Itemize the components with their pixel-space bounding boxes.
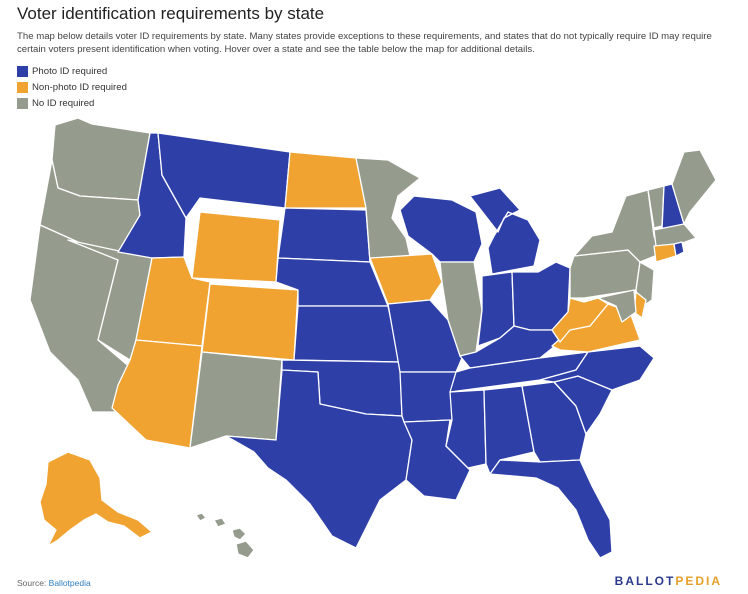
legend-swatch-none bbox=[17, 97, 28, 109]
state-WI[interactable] bbox=[399, 195, 483, 263]
state-MN[interactable] bbox=[355, 157, 421, 263]
source-prefix: Source: bbox=[17, 578, 49, 588]
legend-item-photo: Photo ID required bbox=[17, 63, 127, 79]
map-description: The map below details voter ID requireme… bbox=[17, 31, 712, 55]
state-KS[interactable] bbox=[293, 305, 401, 363]
state-MD[interactable] bbox=[597, 289, 637, 323]
state-LA[interactable] bbox=[403, 419, 471, 501]
state-AK[interactable] bbox=[39, 451, 153, 547]
source-note: Source: Ballotpedia bbox=[17, 578, 91, 588]
legend-item-nonphoto: Non-photo ID required bbox=[17, 79, 127, 95]
logo-text-ballot: BALLOT bbox=[614, 574, 676, 588]
state-MA[interactable] bbox=[653, 223, 697, 247]
state-TX[interactable] bbox=[225, 369, 413, 549]
state-WV[interactable] bbox=[551, 297, 609, 343]
state-SD[interactable] bbox=[277, 207, 371, 263]
legend-label-nonphoto: Non-photo ID required bbox=[32, 81, 127, 93]
legend-label-photo: Photo ID required bbox=[32, 65, 108, 77]
logo-text-pedia: PEDIA bbox=[675, 574, 722, 588]
legend-swatch-photo bbox=[17, 65, 28, 77]
legend-label-none: No ID required bbox=[32, 97, 95, 109]
state-WA[interactable] bbox=[51, 117, 151, 201]
state-NM[interactable] bbox=[189, 351, 283, 449]
state-FL[interactable] bbox=[489, 459, 613, 559]
state-NY[interactable] bbox=[573, 189, 661, 263]
state-HI[interactable] bbox=[195, 512, 255, 559]
source-link[interactable]: Ballotpedia bbox=[48, 578, 91, 588]
page-title: Voter identification requirements by sta… bbox=[17, 4, 325, 23]
us-map bbox=[29, 117, 717, 559]
legend-swatch-nonphoto bbox=[17, 81, 28, 93]
legend-item-none: No ID required bbox=[17, 95, 127, 111]
state-MI[interactable] bbox=[469, 187, 541, 275]
ballotpedia-logo: BALLOTPEDIA bbox=[615, 574, 722, 588]
state-CO[interactable] bbox=[201, 283, 299, 361]
state-ND[interactable] bbox=[284, 151, 367, 209]
state-CT[interactable] bbox=[653, 243, 677, 263]
state-IA[interactable] bbox=[369, 253, 443, 305]
legend: Photo ID required Non-photo ID required … bbox=[17, 63, 127, 111]
state-NC[interactable] bbox=[539, 345, 655, 391]
state-WY[interactable] bbox=[191, 211, 281, 283]
state-RI[interactable] bbox=[673, 241, 685, 257]
state-AR[interactable] bbox=[399, 371, 457, 423]
